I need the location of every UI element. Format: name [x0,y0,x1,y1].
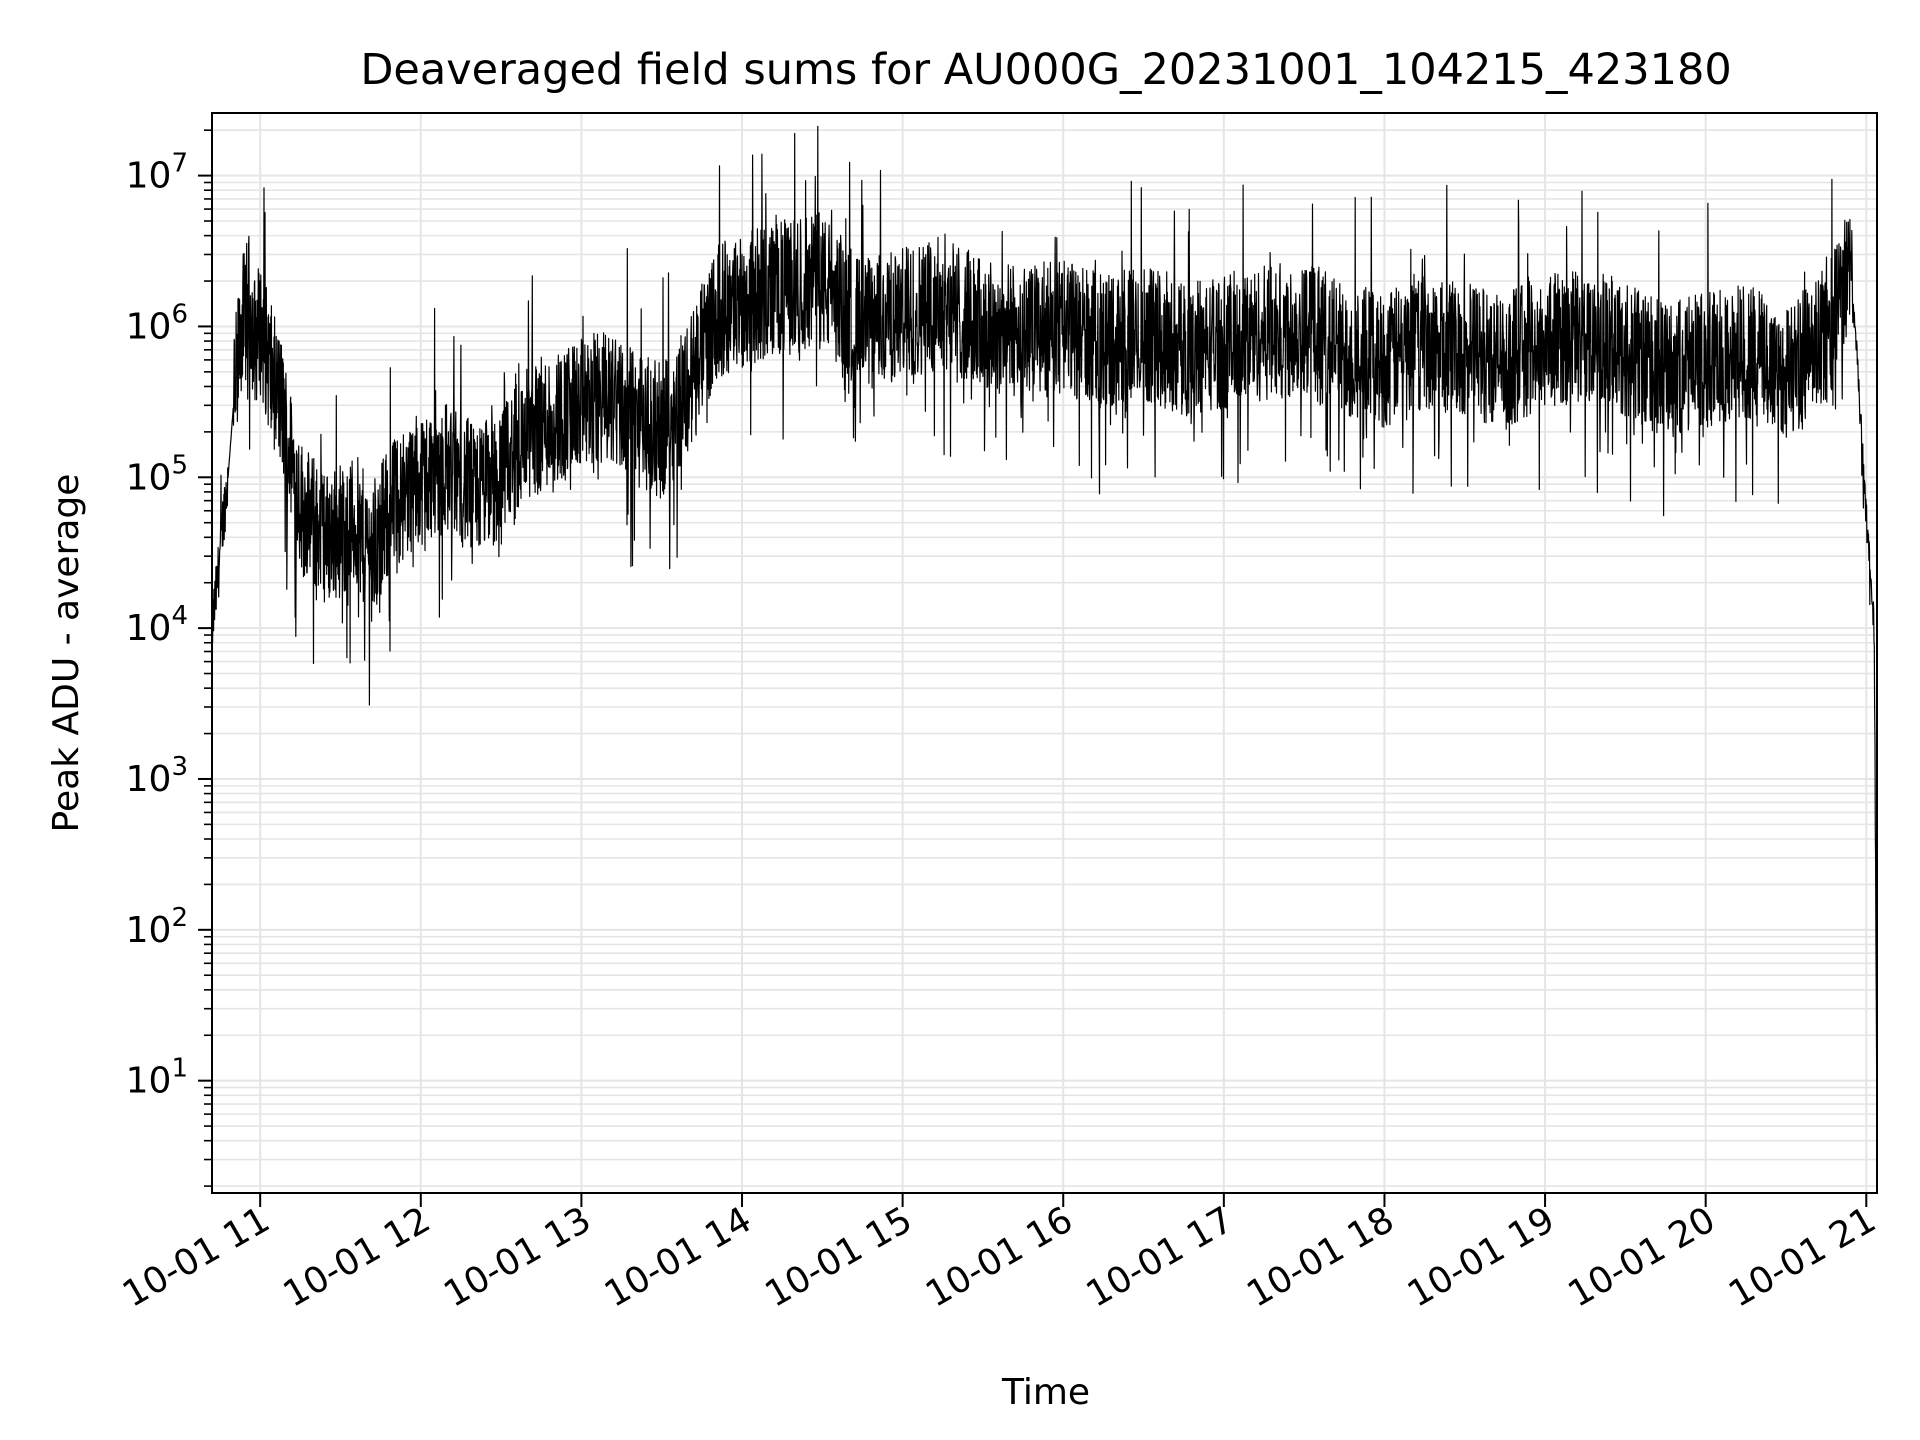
x-tick-label: 10-01 15 [758,1199,919,1315]
x-tick-label: 10-01 17 [1080,1199,1241,1315]
series-line [211,125,1878,1141]
y-tick-label: 106 [126,299,188,347]
y-tick-label: 104 [126,601,188,649]
x-tick-label: 10-01 19 [1401,1199,1562,1315]
x-axis-ticks: 10-01 11 10-01 12 10-01 13 10-01 14 10-01 15… [116,1193,1883,1316]
x-tick-label: 10-01 12 [277,1199,438,1315]
x-tick-label: 10-01 20 [1562,1199,1723,1315]
y-tick-label: 103 [126,752,188,800]
y-tick-label: 105 [126,450,188,498]
y-axis-label: Peak ADU - average [46,474,87,833]
x-tick-label: 10-01 11 [116,1199,277,1315]
y-axis-ticks: 101 102 103 104 105 106 107 [126,129,212,1187]
axes-frame [211,112,1878,1194]
x-tick-label: 10-01 18 [1240,1199,1401,1315]
y-tick-label: 102 [126,903,188,951]
x-tick-label: 10-01 14 [598,1199,759,1315]
x-axis-label: Time [1001,1372,1090,1413]
x-tick-label: 10-01 16 [919,1199,1080,1315]
y-tick-label: 107 [126,149,188,197]
x-tick-label: 10-01 13 [437,1199,598,1315]
x-tick-label: 10-01 21 [1722,1199,1883,1315]
y-tick-label: 101 [126,1054,188,1102]
chart-title: Deaveraged field sums for AU000G_2023100… [360,45,1731,95]
